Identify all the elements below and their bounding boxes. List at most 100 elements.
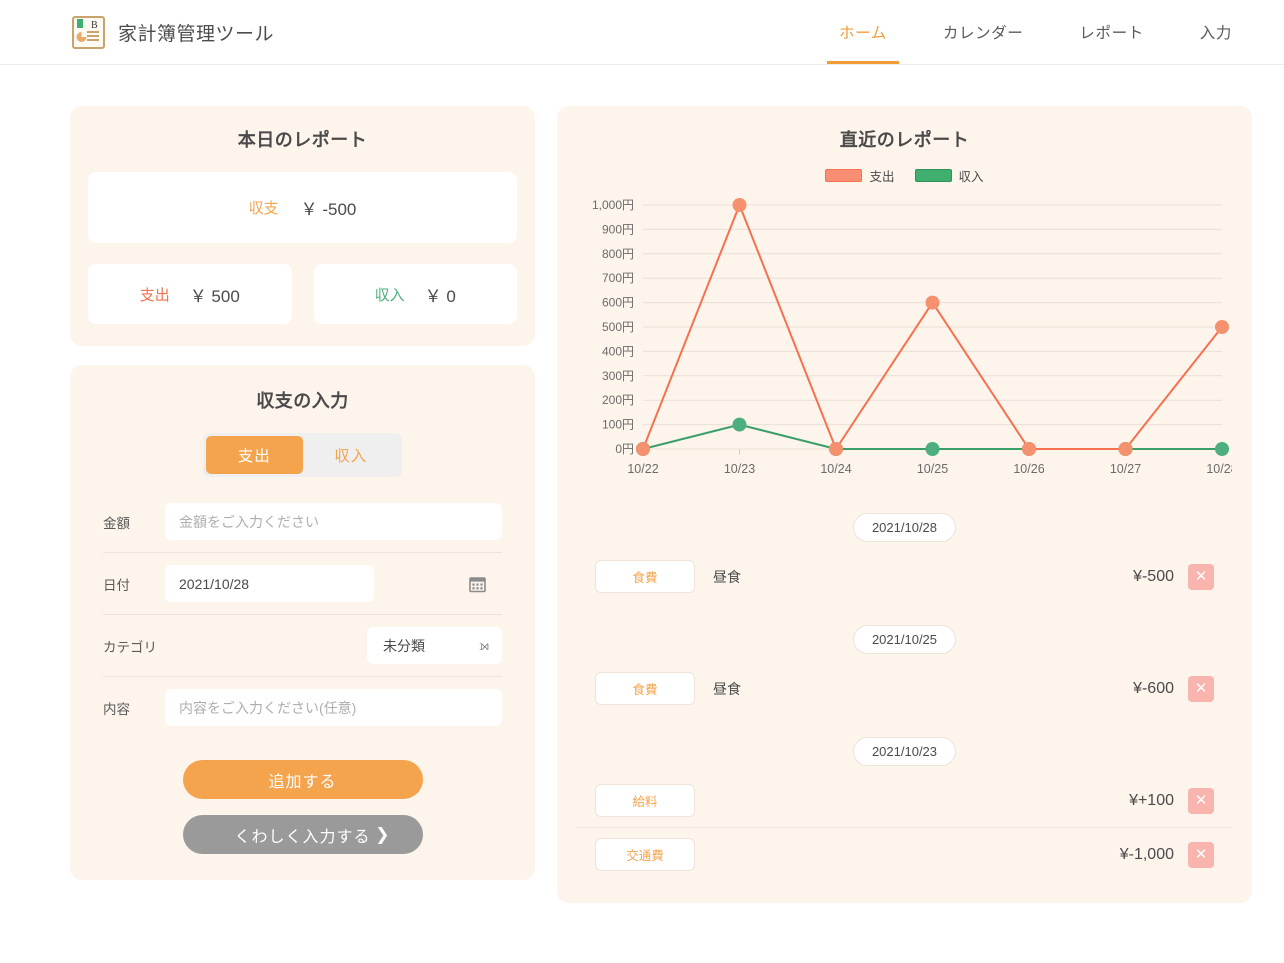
- expense-income-row: 支出 ￥ 500 収入 ￥ 0: [88, 264, 517, 324]
- svg-text:10/27: 10/27: [1110, 462, 1141, 476]
- nav-item-home[interactable]: ホーム: [827, 0, 899, 64]
- legend-item-expense: 支出: [825, 166, 895, 185]
- transaction-row[interactable]: 給料 ¥+100 ✕: [577, 774, 1232, 827]
- chevron-right-icon: ❯: [375, 824, 391, 844]
- transaction-date-chip: 2021/10/28: [852, 513, 957, 542]
- app-title: 家計簿管理ツール: [118, 23, 275, 45]
- balance-box: 収支 ￥ -500: [88, 172, 517, 243]
- transaction-row[interactable]: 交通費 ¥-1,000 ✕: [577, 827, 1232, 881]
- category-label: カテゴリ: [103, 639, 157, 655]
- brand: B 家計簿管理ツール: [72, 15, 275, 49]
- svg-text:10/24: 10/24: [820, 462, 851, 476]
- memo-input[interactable]: [165, 689, 502, 726]
- svg-text:B: B: [91, 20, 98, 31]
- main-nav: ホーム カレンダー レポート 入力: [811, 0, 1260, 64]
- income-label: 収入: [374, 286, 405, 304]
- svg-text:800円: 800円: [602, 247, 634, 261]
- ledger-book-icon: B: [72, 15, 105, 49]
- legend-item-income: 収入: [914, 166, 984, 185]
- svg-text:100円: 100円: [602, 418, 634, 432]
- left-column: 本日のレポート 収支 ￥ -500 支出 ￥ 500 収入 ￥ 0 収支の入力 …: [70, 106, 535, 880]
- svg-text:10/28: 10/28: [1206, 462, 1232, 476]
- svg-text:10/23: 10/23: [724, 462, 755, 476]
- svg-text:700円: 700円: [602, 271, 634, 285]
- expense-value: ￥ 500: [189, 286, 240, 306]
- delete-transaction-button[interactable]: ✕: [1188, 787, 1214, 814]
- transaction-amount: ¥-600: [1133, 679, 1174, 697]
- svg-text:600円: 600円: [602, 296, 634, 310]
- transaction-category: 給料: [595, 784, 695, 817]
- detailed-input-label: くわしく入力する: [234, 828, 371, 846]
- app-header: B 家計簿管理ツール ホーム カレンダー レポート 入力: [0, 0, 1284, 65]
- nav-item-report[interactable]: レポート: [1079, 25, 1144, 42]
- transaction-amount: ¥+100: [1129, 791, 1174, 809]
- type-toggle: 支出 収入: [203, 433, 402, 477]
- income-value: ￥ 0: [424, 286, 456, 306]
- date-label: 日付: [103, 577, 130, 593]
- amount-input[interactable]: [165, 503, 502, 540]
- memo-label: 内容: [103, 701, 130, 717]
- transaction-row[interactable]: 食費 昼食 ¥-600 ✕: [577, 662, 1232, 715]
- category-select-wrap: 未分類 ⟕: [367, 627, 502, 664]
- transaction-date-group: 2021/10/25: [577, 625, 1232, 654]
- recent-report-title: 直近のレポート: [839, 130, 970, 150]
- svg-text:10/26: 10/26: [1013, 462, 1044, 476]
- income-box: 収入 ￥ 0: [313, 264, 517, 324]
- delete-transaction-button[interactable]: ✕: [1188, 841, 1214, 868]
- transaction-date-group: 2021/10/28: [577, 513, 1232, 542]
- input-form-title: 収支の入力: [256, 391, 349, 411]
- svg-text:900円: 900円: [602, 222, 634, 236]
- transaction-date-group: 2021/10/23: [577, 737, 1232, 766]
- date-field-row: 日付: [103, 553, 502, 615]
- detailed-input-button[interactable]: くわしく入力する ❯: [182, 815, 423, 854]
- calendar-icon[interactable]: [469, 575, 486, 592]
- svg-text:400円: 400円: [602, 344, 634, 358]
- chart-legend: 支出 収入: [577, 166, 1232, 185]
- balance-label: 収支: [248, 200, 279, 217]
- transaction-date-chip: 2021/10/25: [852, 625, 957, 654]
- legend-label-expense: 支出: [869, 170, 895, 184]
- input-form-card: 収支の入力 支出 収入 金額 日付: [70, 365, 535, 880]
- svg-text:500円: 500円: [602, 320, 634, 334]
- today-report-card: 本日のレポート 収支 ￥ -500 支出 ￥ 500 収入 ￥ 0: [70, 106, 535, 346]
- amount-field-row: 金額: [103, 491, 502, 553]
- legend-label-income: 収入: [958, 170, 984, 184]
- svg-text:1,000円: 1,000円: [592, 198, 634, 212]
- recent-report-card: 直近のレポート 支出 収入 0円 100円 200円 300円 400円 500円 600円…: [557, 106, 1252, 903]
- date-input[interactable]: [165, 565, 374, 602]
- delete-transaction-button[interactable]: ✕: [1188, 675, 1214, 702]
- page-body: 本日のレポート 収支 ￥ -500 支出 ￥ 500 収入 ￥ 0 収支の入力 …: [0, 65, 1284, 903]
- delete-transaction-button[interactable]: ✕: [1188, 563, 1214, 590]
- add-button[interactable]: 追加する: [182, 760, 423, 799]
- nav-item-input[interactable]: 入力: [1199, 25, 1232, 42]
- transaction-row[interactable]: 食費 昼食 ¥-500 ✕: [577, 550, 1232, 603]
- expense-label: 支出: [139, 286, 170, 304]
- line-chart: 0円 100円 200円 300円 400円 500円 600円 700円 800円 900円 1,…: [577, 191, 1232, 491]
- balance-value: ￥ -500: [300, 200, 357, 219]
- right-column: 直近のレポート 支出 収入 0円 100円 200円 300円 400円 500円 600円…: [557, 106, 1252, 903]
- transaction-date-chip: 2021/10/23: [852, 737, 957, 766]
- svg-text:300円: 300円: [602, 369, 634, 383]
- nav-item-calendar[interactable]: カレンダー: [942, 25, 1024, 42]
- category-select[interactable]: 未分類: [367, 627, 502, 664]
- transaction-amount: ¥-500: [1133, 567, 1174, 585]
- svg-text:200円: 200円: [602, 393, 634, 407]
- legend-swatch-income: [914, 169, 952, 182]
- date-input-wrap: [165, 565, 502, 602]
- legend-swatch-expense: [825, 169, 863, 182]
- toggle-income-button[interactable]: 収入: [334, 448, 368, 465]
- today-report-title: 本日のレポート: [237, 130, 368, 150]
- transaction-memo: 昼食: [713, 568, 741, 585]
- svg-text:10/25: 10/25: [917, 462, 948, 476]
- transaction-category: 食費: [595, 560, 695, 593]
- toggle-expense-button[interactable]: 支出: [206, 436, 303, 474]
- transaction-memo: 昼食: [713, 680, 741, 697]
- expense-box: 支出 ￥ 500: [88, 264, 292, 324]
- svg-text:10/22: 10/22: [627, 462, 658, 476]
- transaction-list: 2021/10/28 食費 昼食 ¥-500 ✕ 2021/10/25 食費 昼食 ¥-600 ✕…: [577, 513, 1232, 881]
- memo-field-row: 内容: [103, 677, 502, 738]
- transaction-category: 食費: [595, 672, 695, 705]
- transaction-category: 交通費: [595, 838, 695, 871]
- amount-label: 金額: [103, 515, 130, 531]
- transaction-amount: ¥-1,000: [1119, 845, 1174, 863]
